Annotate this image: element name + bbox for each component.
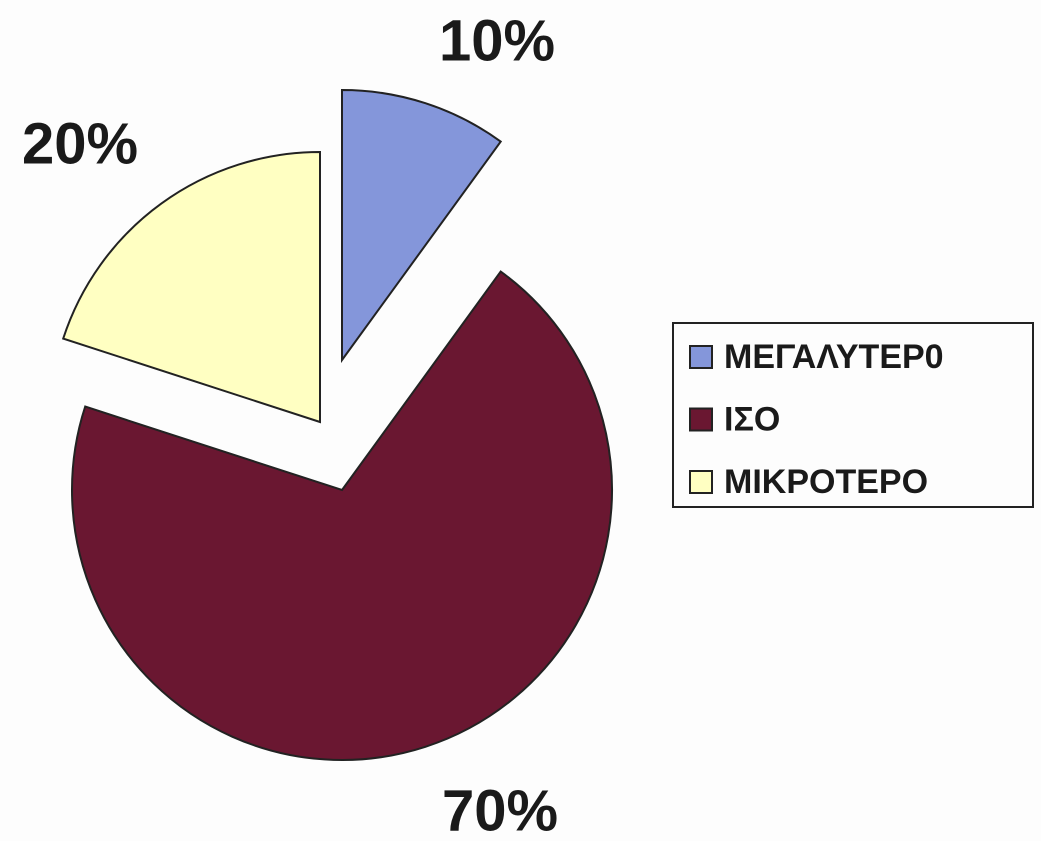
value-label: 20% xyxy=(22,111,138,176)
legend-swatch xyxy=(689,470,713,494)
legend-label: ΙΣΟ xyxy=(724,400,780,438)
legend-label: ΜΕΓΑΛΥΤΕΡ0 xyxy=(724,338,944,376)
legend-box xyxy=(672,322,1034,508)
pie-slice xyxy=(341,88,503,364)
value-label: 70% xyxy=(442,778,558,841)
pie-slice xyxy=(71,270,613,761)
legend-swatch xyxy=(689,345,713,369)
value-label: 10% xyxy=(439,8,555,73)
pie-slice xyxy=(61,150,321,424)
legend-label: ΜΙΚΡΟΤΕΡΟ xyxy=(724,463,928,501)
legend-swatch xyxy=(689,407,713,432)
